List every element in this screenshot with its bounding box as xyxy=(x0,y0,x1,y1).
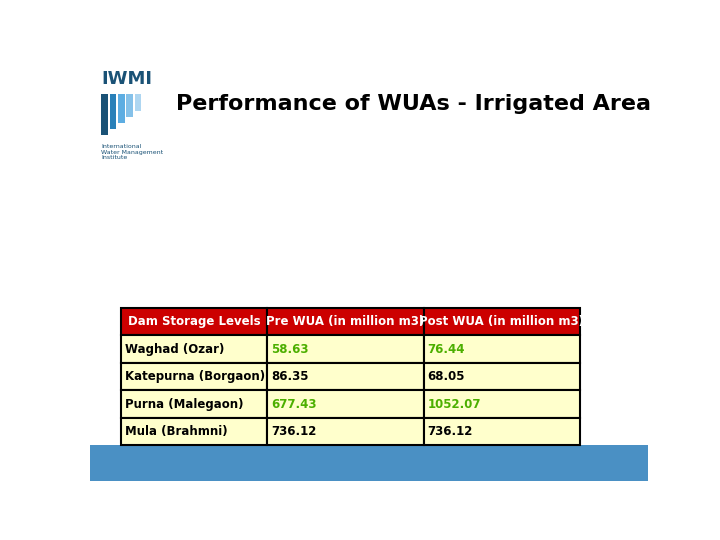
Text: Waghad (Ozar): Waghad (Ozar) xyxy=(125,343,224,356)
Bar xyxy=(101,94,108,136)
Text: Performance of WUAs - Irrigated Area: Performance of WUAs - Irrigated Area xyxy=(176,94,651,114)
Text: 86.35: 86.35 xyxy=(271,370,309,383)
Text: International
Water Management
Institute: International Water Management Institute xyxy=(101,144,163,160)
Bar xyxy=(109,94,116,129)
Text: Mula (Brahmni): Mula (Brahmni) xyxy=(125,425,228,438)
Bar xyxy=(121,390,267,418)
Bar xyxy=(267,418,423,446)
Bar xyxy=(121,335,267,363)
Text: 76.44: 76.44 xyxy=(428,343,465,356)
Bar xyxy=(423,363,580,390)
Text: 677.43: 677.43 xyxy=(271,397,317,410)
Bar xyxy=(267,390,423,418)
Bar xyxy=(135,94,141,111)
Bar xyxy=(121,308,267,335)
Bar xyxy=(423,308,580,335)
Text: Post WUA (in million m3): Post WUA (in million m3) xyxy=(419,315,585,328)
Bar xyxy=(423,390,580,418)
Text: IWMI: IWMI xyxy=(101,70,152,87)
Text: Pre WUA (in million m3): Pre WUA (in million m3) xyxy=(266,315,425,328)
Bar xyxy=(267,335,423,363)
Text: Purna (Malegaon): Purna (Malegaon) xyxy=(125,397,243,410)
Text: 736.12: 736.12 xyxy=(428,425,473,438)
Bar xyxy=(267,363,423,390)
Text: 736.12: 736.12 xyxy=(271,425,317,438)
Text: Dam Storage Levels: Dam Storage Levels xyxy=(127,315,260,328)
Text: Katepurna (Borgaon): Katepurna (Borgaon) xyxy=(125,370,265,383)
Text: 1052.07: 1052.07 xyxy=(428,397,481,410)
Bar xyxy=(90,446,648,481)
Bar xyxy=(118,94,125,123)
Bar xyxy=(423,418,580,446)
Bar xyxy=(121,363,267,390)
Bar xyxy=(126,94,133,117)
Bar xyxy=(423,335,580,363)
Bar xyxy=(121,418,267,446)
Bar xyxy=(267,308,423,335)
Text: 58.63: 58.63 xyxy=(271,343,309,356)
Text: 68.05: 68.05 xyxy=(428,370,465,383)
